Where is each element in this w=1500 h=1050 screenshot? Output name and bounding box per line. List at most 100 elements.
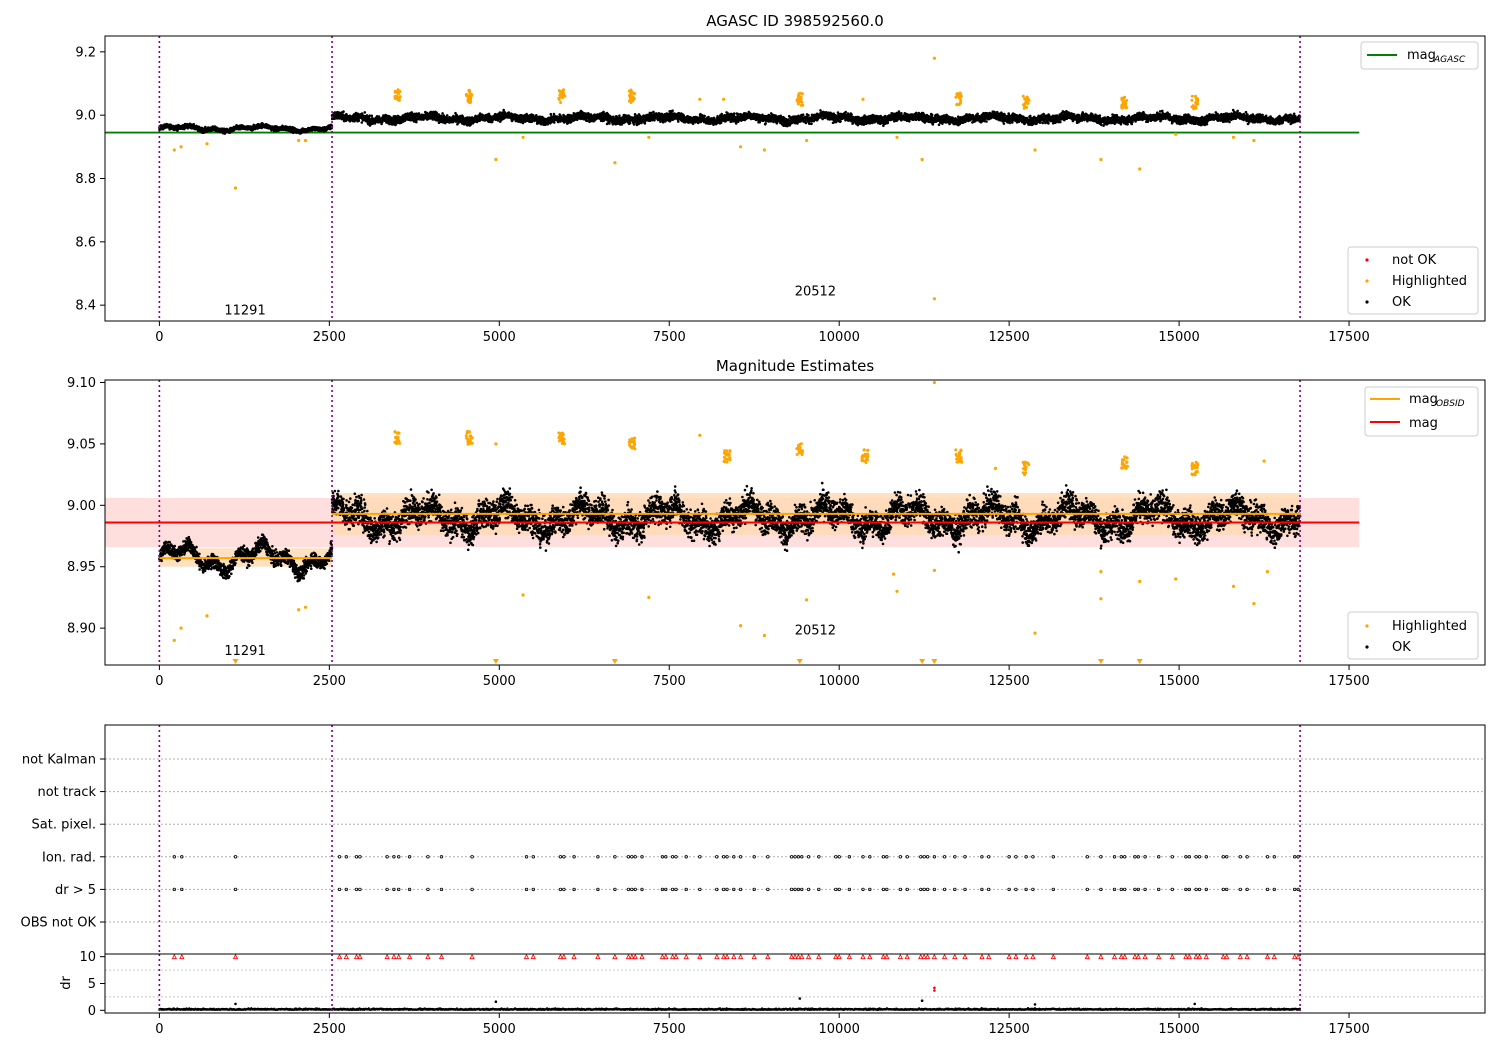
highlighted-point <box>1138 167 1142 171</box>
ok-point <box>415 120 418 124</box>
ok-point <box>834 120 838 124</box>
highlighted-point <box>1122 101 1126 105</box>
ok-point <box>732 112 736 115</box>
highlighted-point <box>205 142 209 146</box>
ok-point <box>633 113 637 116</box>
highlighted-point <box>179 145 183 149</box>
ok-point <box>357 119 361 122</box>
highlighted-point <box>955 103 959 107</box>
highlighted-point <box>628 95 632 98</box>
ok-point <box>417 112 421 115</box>
highlighted-point <box>800 92 804 96</box>
ok-point <box>804 121 808 125</box>
highlighted-point <box>1025 98 1029 102</box>
ok-point <box>764 122 767 125</box>
highlighted-point <box>1252 138 1256 143</box>
highlighted-point <box>1192 104 1196 108</box>
ok-point <box>549 112 553 116</box>
highlighted-point <box>395 94 399 98</box>
highlighted-point <box>932 297 937 301</box>
ok-point <box>850 113 853 116</box>
ok-point <box>640 121 643 125</box>
highlighted-point <box>797 99 801 103</box>
ok-point <box>370 114 374 118</box>
highlighted-point <box>468 101 472 104</box>
highlighted-point <box>895 135 899 139</box>
highlighted-point <box>762 148 767 152</box>
highlighted-point <box>613 161 617 165</box>
highlighted-point <box>1021 94 1025 98</box>
ok-point <box>761 113 764 117</box>
highlighted-point <box>470 93 474 97</box>
highlighted-point <box>799 96 803 100</box>
highlighted-point <box>172 148 176 152</box>
ok-point <box>437 113 441 116</box>
highlighted-point <box>1025 95 1029 99</box>
highlighted-point <box>800 100 804 104</box>
highlighted-point <box>1174 132 1178 136</box>
highlighted-point <box>1125 99 1129 102</box>
ok-point <box>807 114 810 117</box>
highlighted-point <box>1195 97 1198 101</box>
ok-point <box>801 113 805 116</box>
highlighted-point <box>954 95 958 99</box>
highlighted-point <box>1125 106 1129 110</box>
highlighted-point <box>467 88 471 92</box>
highlighted-point <box>557 96 561 100</box>
ok-point <box>628 121 632 125</box>
highlighted-point <box>797 92 801 96</box>
highlighted-point <box>796 102 800 106</box>
highlighted-point <box>397 97 401 101</box>
highlighted-point <box>558 94 562 98</box>
highlighted-point <box>1190 98 1194 102</box>
highlighted-point <box>795 99 799 103</box>
highlighted-point <box>561 94 565 98</box>
ok-point <box>553 121 556 124</box>
highlighted-point <box>1099 157 1103 162</box>
highlighted-point <box>1195 101 1199 105</box>
highlighted-point <box>521 135 525 139</box>
ok-point <box>192 123 196 126</box>
highlighted-point <box>393 97 397 100</box>
highlighted-point <box>297 138 301 143</box>
highlighted-point <box>1194 94 1197 98</box>
ok-point <box>712 116 716 120</box>
ok-point <box>643 122 647 125</box>
ok-point <box>342 110 345 113</box>
ok-point <box>839 119 842 123</box>
highlighted-point <box>959 93 963 97</box>
highlighted-point <box>1231 135 1236 139</box>
agasc-title: AGASC ID 398592560.0 <box>706 12 884 30</box>
highlighted-point <box>1024 101 1028 104</box>
ok-point <box>618 114 621 117</box>
ok-point <box>632 123 636 126</box>
highlighted-point <box>468 97 472 101</box>
ok-point <box>844 110 847 114</box>
highlighted-point <box>739 145 743 149</box>
ok-point <box>810 122 813 126</box>
highlighted-point <box>698 97 702 101</box>
highlighted-point <box>395 89 399 93</box>
highlighted-point <box>861 97 865 101</box>
highlighted-point <box>303 138 308 143</box>
highlighted-point <box>494 157 498 162</box>
ok-point <box>703 114 706 118</box>
ok-point <box>445 114 449 117</box>
highlighted-point <box>932 56 937 60</box>
highlighted-point <box>959 101 962 105</box>
highlighted-point <box>233 186 238 190</box>
ok-point <box>608 122 611 125</box>
highlighted-point <box>1190 94 1194 98</box>
ok-point <box>360 121 364 124</box>
highlighted-point <box>561 92 565 96</box>
highlighted-point <box>920 157 924 162</box>
ok-point <box>671 109 674 112</box>
highlighted-point <box>628 99 631 103</box>
ok-point <box>677 120 680 123</box>
highlighted-point <box>632 92 635 95</box>
highlighted-point <box>561 89 565 93</box>
highlighted-point <box>1121 97 1125 101</box>
ok-point <box>441 112 444 115</box>
